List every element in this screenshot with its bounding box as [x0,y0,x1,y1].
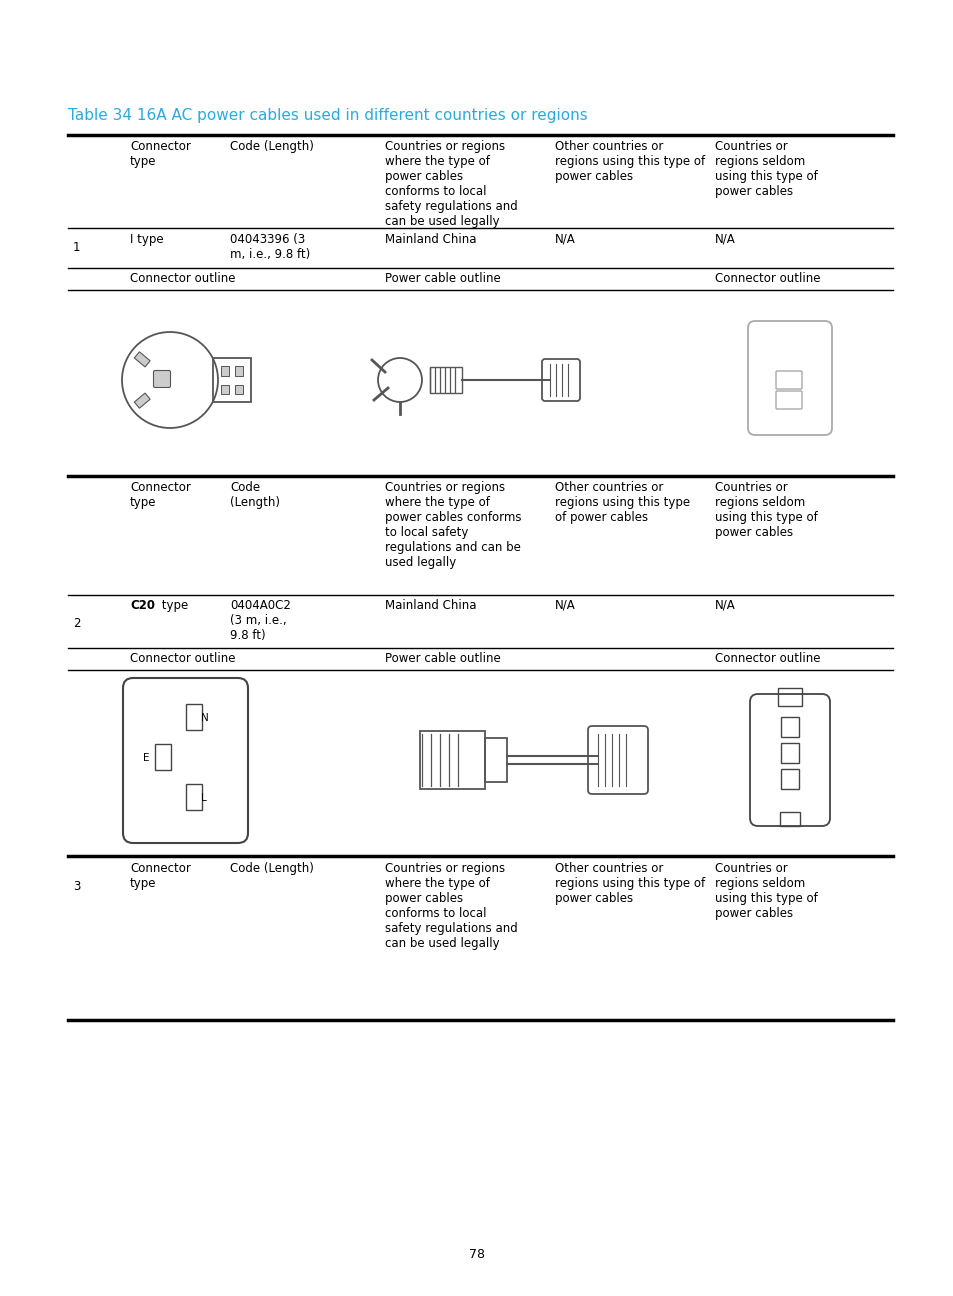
Text: Countries or regions
where the type of
power cables
conforms to local
safety reg: Countries or regions where the type of p… [385,140,517,228]
Text: Connector outline: Connector outline [714,652,820,665]
Text: N/A: N/A [555,599,576,612]
FancyBboxPatch shape [221,385,229,394]
Text: 78: 78 [469,1248,484,1261]
FancyBboxPatch shape [134,393,150,408]
Text: Other countries or
regions using this type of
power cables: Other countries or regions using this ty… [555,140,704,183]
Text: Power cable outline: Power cable outline [385,652,500,665]
Text: Code
(Length): Code (Length) [230,481,280,509]
Text: Other countries or
regions using this type of
power cables: Other countries or regions using this ty… [555,862,704,905]
Text: Countries or
regions seldom
using this type of
power cables: Countries or regions seldom using this t… [714,862,817,920]
Text: 2: 2 [73,617,80,630]
Text: Connector
type: Connector type [130,481,191,509]
Text: Connector outline: Connector outline [714,272,820,285]
Text: Connector outline: Connector outline [130,652,235,665]
Text: type: type [158,599,188,612]
Text: Table 34 16A AC power cables used in different countries or regions: Table 34 16A AC power cables used in dif… [68,108,587,123]
Text: Countries or
regions seldom
using this type of
power cables: Countries or regions seldom using this t… [714,481,817,539]
Text: N: N [201,713,209,723]
Text: Countries or regions
where the type of
power cables conforms
to local safety
reg: Countries or regions where the type of p… [385,481,521,569]
Text: Countries or
regions seldom
using this type of
power cables: Countries or regions seldom using this t… [714,140,817,198]
Text: Code (Length): Code (Length) [230,140,314,153]
FancyBboxPatch shape [134,351,150,367]
Text: Code (Length): Code (Length) [230,862,314,875]
Text: 1: 1 [73,241,80,254]
Text: Connector
type: Connector type [130,140,191,168]
Text: Connector
type: Connector type [130,862,191,890]
FancyBboxPatch shape [221,365,229,376]
FancyBboxPatch shape [234,385,243,394]
Text: N/A: N/A [714,233,735,246]
Text: Connector outline: Connector outline [130,272,235,285]
Text: C20: C20 [130,599,154,612]
Text: 04043396 (3
m, i.e., 9.8 ft): 04043396 (3 m, i.e., 9.8 ft) [230,233,310,260]
Text: Other countries or
regions using this type
of power cables: Other countries or regions using this ty… [555,481,689,524]
Text: 3: 3 [73,880,80,893]
Text: N/A: N/A [714,599,735,612]
Text: Power cable outline: Power cable outline [385,272,500,285]
FancyBboxPatch shape [234,365,243,376]
Text: E: E [143,753,150,763]
FancyBboxPatch shape [153,371,171,388]
Text: L: L [201,793,207,804]
Text: Countries or regions
where the type of
power cables
conforms to local
safety reg: Countries or regions where the type of p… [385,862,517,950]
Text: I type: I type [130,233,164,246]
Text: Mainland China: Mainland China [385,233,476,246]
Text: 0404A0C2
(3 m, i.e.,
9.8 ft): 0404A0C2 (3 m, i.e., 9.8 ft) [230,599,291,642]
Text: N/A: N/A [555,233,576,246]
Text: Mainland China: Mainland China [385,599,476,612]
